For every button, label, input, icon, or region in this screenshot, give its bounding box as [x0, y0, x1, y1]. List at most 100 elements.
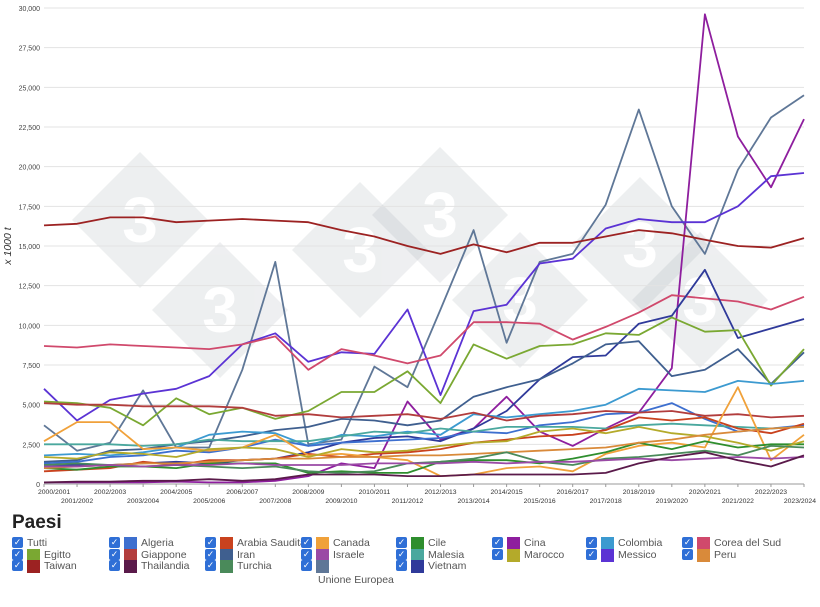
legend-item[interactable]: ✓ Turchia	[205, 560, 272, 574]
checkbox-checked-icon[interactable]: ✓	[205, 537, 216, 548]
checkbox-checked-icon[interactable]: ✓	[396, 548, 407, 560]
legend-item[interactable]: ✓ Iran	[205, 548, 256, 563]
series-line-egitto[interactable]	[43, 316, 805, 427]
x-tick-label: 2015/2016	[524, 498, 556, 505]
legend-swatch	[601, 548, 614, 562]
legend-item[interactable]: ✓	[301, 560, 333, 574]
checkbox-checked-icon[interactable]: ✓	[682, 548, 693, 560]
series-line-israele[interactable]	[44, 456, 805, 468]
checkbox-checked-icon[interactable]: ✓	[396, 537, 407, 548]
legend-label: Vietnam	[428, 560, 467, 572]
checkbox-checked-icon[interactable]: ✓	[109, 537, 120, 548]
y-tick-label: 0	[36, 482, 40, 489]
legend-item[interactable]: ✓ Algeria	[109, 537, 174, 551]
legend-item[interactable]: ✓ Thailandia	[109, 560, 189, 574]
y-tick-label: 10,000	[19, 323, 41, 330]
legend-item[interactable]: ✓ Tutti	[12, 537, 47, 551]
series-line-messico[interactable]	[43, 172, 805, 422]
legend-swatch	[316, 537, 329, 550]
x-tick-label: 2004/2005	[160, 489, 192, 496]
legend-item[interactable]: ✓ Arabia Saudita	[205, 537, 306, 551]
legend-item[interactable]: ✓ Israele	[301, 548, 365, 563]
legend-label: Turchia	[237, 560, 272, 572]
legend-label: Cina	[524, 537, 546, 549]
legend-title: Paesi	[12, 512, 62, 533]
legend-label: Canada	[333, 537, 370, 549]
checkbox-checked-icon[interactable]: ✓	[109, 548, 120, 560]
checkbox-checked-icon[interactable]: ✓	[12, 548, 23, 560]
series-line-unione-europea[interactable]	[43, 94, 805, 452]
checkbox-checked-icon[interactable]: ✓	[492, 537, 503, 548]
legend-label: Thailandia	[141, 560, 190, 572]
x-tick-label: 2013/2014	[457, 498, 489, 505]
checkbox-checked-icon[interactable]: ✓	[205, 548, 216, 560]
x-tick-label: 2003/2004	[127, 498, 159, 505]
x-tick-label: 2021/2022	[722, 498, 754, 505]
series-line-giappone[interactable]	[43, 402, 805, 422]
legend-item[interactable]: ✓ Cile	[396, 537, 446, 551]
legend-swatch	[697, 548, 710, 562]
checkbox-checked-icon[interactable]: ✓	[205, 560, 216, 571]
x-tick-label: 2001/2002	[61, 498, 93, 505]
legend-item[interactable]: ✓ Cina	[492, 537, 546, 551]
legend-item[interactable]: ✓ Corea del Sud	[682, 537, 781, 551]
legend-swatch	[316, 560, 329, 573]
legend-label: Tutti	[27, 537, 48, 549]
legend-label: Corea del Sud	[714, 537, 782, 549]
series-line-malesia[interactable]	[44, 422, 805, 447]
checkbox-checked-icon[interactable]: ✓	[396, 560, 407, 571]
watermark-digit: 3	[122, 184, 158, 256]
checkbox-checked-icon[interactable]: ✓	[301, 560, 312, 571]
checkbox-checked-icon[interactable]: ✓	[492, 548, 503, 560]
y-axis-ticks: 0 2,500 5,000 7,500 10,000 12,500 15,000 17,500…	[19, 6, 41, 489]
legend-item[interactable]: ✓ Malesia	[396, 548, 464, 563]
checkbox-checked-icon[interactable]: ✓	[301, 548, 312, 560]
legend-swatch	[124, 560, 137, 573]
x-tick-label: 2007/2008	[259, 498, 291, 505]
legend-item[interactable]: ✓ Vietnam	[396, 560, 466, 574]
legend-label: Iran	[237, 548, 256, 561]
grid-lines	[44, 7, 804, 485]
y-tick-label: 5,000	[22, 403, 40, 410]
legend-swatch	[316, 548, 329, 562]
checkbox-checked-icon[interactable]: ✓	[586, 537, 597, 548]
legend-item[interactable]: ✓ Egitto	[12, 548, 71, 563]
watermark-logo: 3	[372, 147, 508, 283]
checkbox-checked-icon[interactable]: ✓	[12, 560, 23, 571]
legend-item[interactable]: ✓ Peru	[682, 548, 736, 563]
legend-item[interactable]: ✓ Taiwan	[12, 560, 77, 574]
legend-label: Egitto	[44, 548, 71, 561]
x-tick-label: 2000/2001	[38, 489, 70, 496]
watermark-logo: 3	[152, 242, 288, 378]
y-tick-label: 17,500	[19, 204, 41, 211]
series-line-marocco[interactable]	[43, 425, 805, 460]
series-line-taiwan[interactable]	[43, 216, 805, 255]
legend-swatch	[220, 537, 233, 550]
series-line-cile[interactable]	[43, 440, 804, 474]
series-line-corea-del-sud[interactable]	[43, 294, 805, 371]
legend-item[interactable]: ✓ Colombia	[586, 537, 662, 551]
x-tick-label: 2002/2003	[94, 489, 126, 496]
y-tick-label: 12,500	[19, 284, 41, 291]
legend-label: Taiwan	[44, 560, 77, 572]
legend-item[interactable]: ✓ Messico	[586, 548, 657, 563]
legend-label: Colombia	[618, 537, 663, 549]
y-tick-label: 25,000	[19, 85, 41, 92]
series-line-algeria[interactable]	[43, 402, 805, 465]
series-line-peru[interactable]	[43, 426, 805, 469]
checkbox-checked-icon[interactable]: ✓	[682, 537, 693, 548]
x-tick-label: 2006/2007	[226, 489, 258, 496]
checkbox-checked-icon[interactable]: ✓	[12, 537, 23, 548]
legend-label: Marocco	[524, 548, 565, 561]
checkbox-checked-icon[interactable]: ✓	[301, 537, 312, 548]
legend-item[interactable]: ✓ Giappone	[109, 548, 187, 563]
legend-item[interactable]: ✓ Marocco	[492, 548, 565, 563]
legend-item[interactable]: ✓ Canada	[301, 537, 370, 551]
checkbox-checked-icon[interactable]: ✓	[586, 548, 597, 560]
legend-swatch	[220, 560, 233, 573]
series-line-thailandia[interactable]	[43, 451, 805, 484]
x-tick-label: 2020/2021	[689, 489, 721, 496]
checkbox-checked-icon[interactable]: ✓	[109, 560, 120, 571]
legend-swatch	[124, 537, 137, 550]
legend-swatch	[697, 537, 710, 550]
